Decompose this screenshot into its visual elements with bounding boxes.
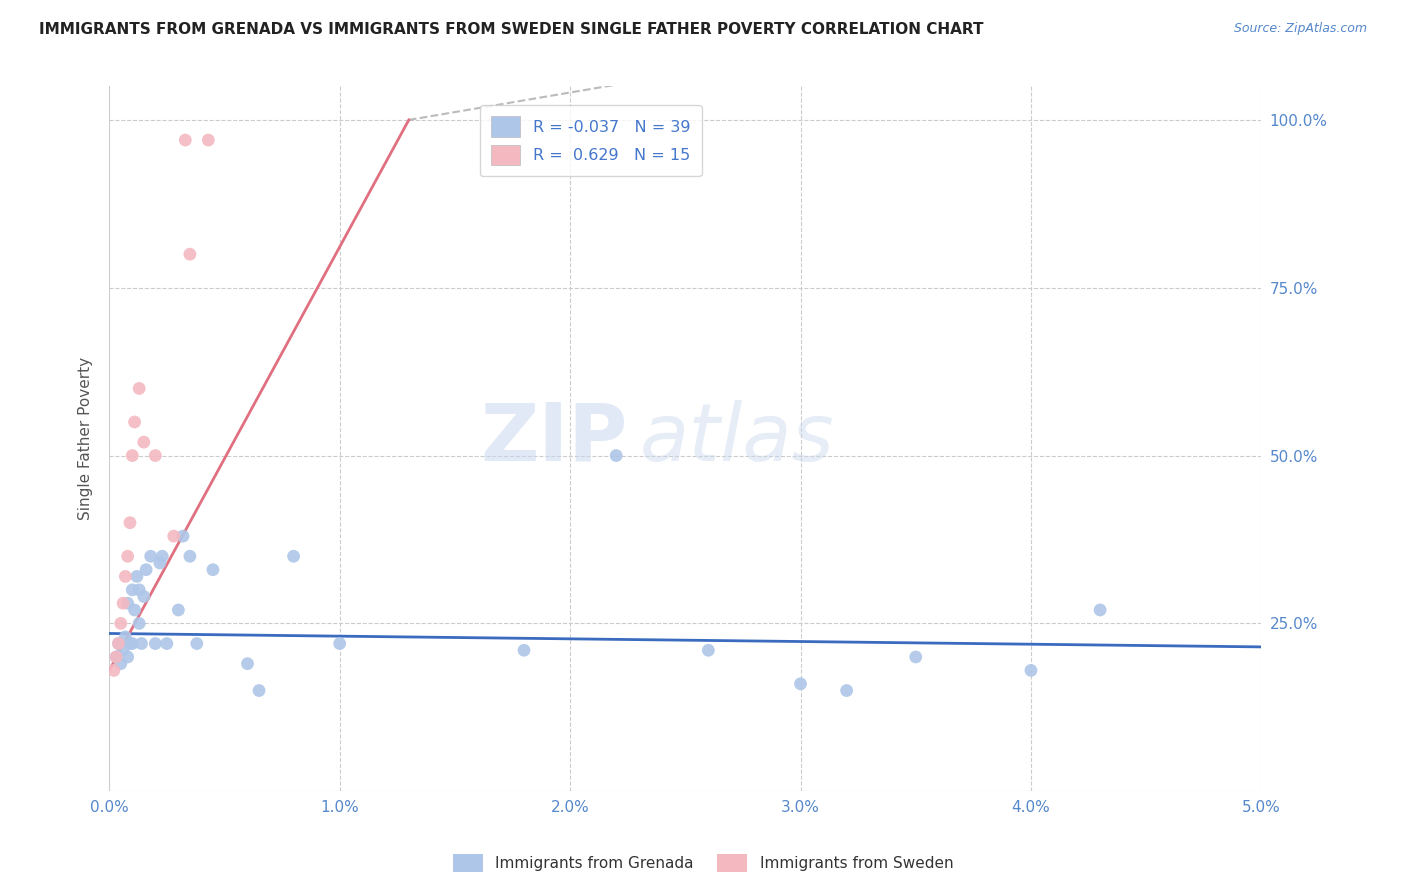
Point — [789, 677, 811, 691]
Point — [139, 549, 162, 564]
Point — [835, 683, 858, 698]
Point — [143, 449, 166, 463]
Point — [172, 529, 194, 543]
Point — [118, 636, 141, 650]
Point — [107, 636, 129, 650]
Point — [125, 569, 148, 583]
Point — [128, 381, 150, 395]
Point — [118, 516, 141, 530]
Point — [112, 643, 135, 657]
Point — [135, 563, 157, 577]
Point — [110, 616, 132, 631]
Point — [150, 549, 173, 564]
Point — [697, 643, 720, 657]
Point — [236, 657, 259, 671]
Point — [132, 435, 155, 450]
Point — [121, 582, 143, 597]
Point — [201, 563, 224, 577]
Point — [605, 449, 627, 463]
Text: atlas: atlas — [640, 400, 834, 478]
Point — [156, 636, 179, 650]
Point — [186, 636, 208, 650]
Text: ZIP: ZIP — [481, 400, 627, 478]
Point — [1088, 603, 1111, 617]
Point — [105, 650, 128, 665]
Point — [174, 133, 197, 147]
Point — [149, 556, 172, 570]
Point — [112, 596, 135, 610]
Point — [117, 549, 139, 564]
Point — [329, 636, 352, 650]
Point — [179, 247, 201, 261]
Point — [110, 657, 132, 671]
Point — [117, 596, 139, 610]
Point — [131, 636, 153, 650]
Text: Source: ZipAtlas.com: Source: ZipAtlas.com — [1233, 22, 1367, 36]
Point — [143, 636, 166, 650]
Point — [128, 616, 150, 631]
Point — [163, 529, 186, 543]
Point — [283, 549, 305, 564]
Text: IMMIGRANTS FROM GRENADA VS IMMIGRANTS FROM SWEDEN SINGLE FATHER POVERTY CORRELAT: IMMIGRANTS FROM GRENADA VS IMMIGRANTS FR… — [39, 22, 984, 37]
Point — [247, 683, 270, 698]
Point — [128, 582, 150, 597]
Point — [114, 630, 136, 644]
Point — [124, 603, 146, 617]
Point — [103, 664, 125, 678]
Point — [121, 636, 143, 650]
Y-axis label: Single Father Poverty: Single Father Poverty — [79, 357, 93, 520]
Point — [179, 549, 201, 564]
Point — [132, 590, 155, 604]
Point — [167, 603, 190, 617]
Point — [121, 449, 143, 463]
Point — [1019, 664, 1042, 678]
Point — [107, 636, 129, 650]
Point — [124, 415, 146, 429]
Point — [114, 569, 136, 583]
Point — [117, 650, 139, 665]
Point — [904, 650, 927, 665]
Point — [513, 643, 536, 657]
Point — [197, 133, 219, 147]
Point — [105, 650, 128, 665]
Legend: Immigrants from Grenada, Immigrants from Sweden: Immigrants from Grenada, Immigrants from… — [446, 846, 960, 880]
Legend: R = -0.037   N = 39, R =  0.629   N = 15: R = -0.037 N = 39, R = 0.629 N = 15 — [481, 105, 702, 177]
